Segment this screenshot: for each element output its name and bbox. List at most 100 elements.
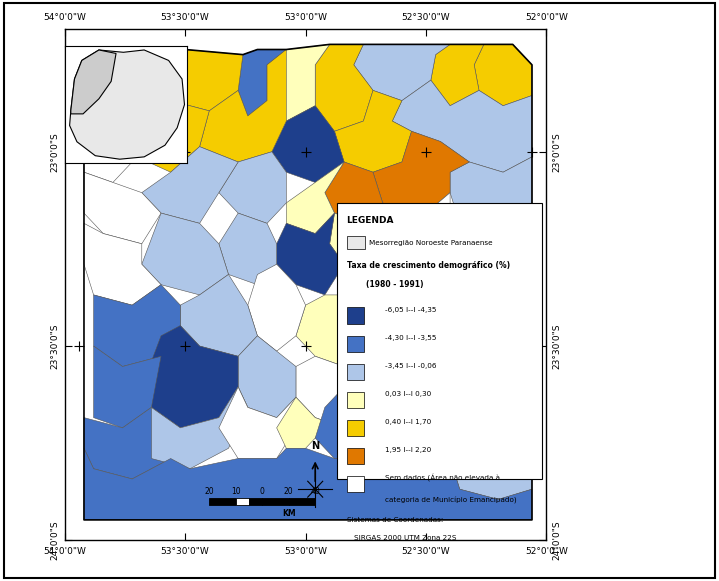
Polygon shape: [315, 44, 373, 131]
Polygon shape: [277, 213, 344, 295]
Polygon shape: [441, 223, 532, 295]
Polygon shape: [142, 213, 229, 295]
Text: KM: KM: [282, 508, 296, 518]
Polygon shape: [152, 387, 248, 469]
Polygon shape: [70, 50, 185, 159]
Polygon shape: [344, 346, 411, 418]
Polygon shape: [393, 336, 459, 407]
Text: 1,95 I--I 2,20: 1,95 I--I 2,20: [385, 447, 431, 453]
Polygon shape: [219, 213, 277, 285]
Polygon shape: [84, 223, 161, 305]
Text: 53°30'0"W: 53°30'0"W: [161, 13, 209, 22]
Text: 53°30'0"W: 53°30'0"W: [161, 547, 209, 556]
Polygon shape: [286, 162, 344, 234]
Polygon shape: [70, 50, 116, 114]
Polygon shape: [329, 203, 402, 274]
Text: categoria de Município Emancipado): categoria de Município Emancipado): [385, 497, 517, 504]
Polygon shape: [84, 449, 532, 520]
Text: 20: 20: [204, 487, 214, 496]
Polygon shape: [277, 387, 344, 449]
Text: N: N: [311, 441, 319, 451]
Text: Sem dados (Área não elevada à: Sem dados (Área não elevada à: [385, 474, 500, 482]
Text: 53°0'0"W: 53°0'0"W: [284, 13, 327, 22]
Text: 52°0'0"W: 52°0'0"W: [525, 13, 568, 22]
Bar: [249, 498, 262, 504]
Text: 54°0'0"W: 54°0'0"W: [43, 547, 86, 556]
Text: 0,40 I--I 1,70: 0,40 I--I 1,70: [385, 419, 431, 425]
Text: -6,05 I--I -4,35: -6,05 I--I -4,35: [385, 307, 436, 313]
Text: Sistemas de Coordenadas:: Sistemas de Coordenadas:: [347, 517, 443, 523]
Polygon shape: [373, 131, 470, 213]
Text: 24°0'0"S: 24°0'0"S: [50, 521, 59, 560]
Text: 0,03 I--I 0,30: 0,03 I--I 0,30: [385, 391, 431, 397]
Polygon shape: [132, 101, 209, 172]
Text: Taxa de crescimento demográfico (%): Taxa de crescimento demográfico (%): [347, 261, 510, 270]
Polygon shape: [84, 172, 161, 244]
Bar: [347, 336, 364, 352]
Text: 10: 10: [231, 487, 241, 496]
Text: -4,30 I--I -3,55: -4,30 I--I -3,55: [385, 335, 436, 340]
Bar: [209, 498, 236, 504]
Text: 24°0'0"S: 24°0'0"S: [552, 521, 562, 560]
Bar: [347, 448, 364, 464]
Polygon shape: [450, 428, 532, 500]
Bar: [347, 392, 364, 408]
Bar: [347, 307, 364, 324]
Polygon shape: [219, 387, 296, 458]
Polygon shape: [93, 346, 161, 428]
Polygon shape: [166, 49, 243, 111]
Text: 20: 20: [284, 487, 293, 496]
Polygon shape: [93, 285, 180, 367]
Text: 0: 0: [260, 487, 265, 496]
Text: 23°0'0"S: 23°0'0"S: [50, 132, 59, 171]
Bar: [347, 236, 365, 249]
Text: -3,45 I--I -0,06: -3,45 I--I -0,06: [385, 363, 436, 369]
Polygon shape: [84, 407, 180, 479]
Text: 23°30'0"S: 23°30'0"S: [50, 323, 59, 369]
Polygon shape: [325, 162, 383, 223]
Polygon shape: [383, 193, 470, 295]
Text: 54°0'0"W: 54°0'0"W: [43, 13, 86, 22]
Polygon shape: [475, 44, 532, 106]
Polygon shape: [450, 285, 532, 367]
Text: 53°0'0"W: 53°0'0"W: [284, 547, 327, 556]
Polygon shape: [393, 254, 470, 346]
Polygon shape: [393, 80, 532, 172]
Polygon shape: [152, 325, 238, 428]
Text: Mesorregião Noroeste Paranaense: Mesorregião Noroeste Paranaense: [369, 239, 493, 246]
Polygon shape: [248, 264, 306, 351]
Bar: [236, 498, 249, 504]
Polygon shape: [334, 91, 411, 172]
Polygon shape: [296, 356, 363, 428]
Text: 52°30'0"W: 52°30'0"W: [402, 13, 450, 22]
Polygon shape: [354, 44, 450, 101]
Polygon shape: [272, 106, 344, 182]
Text: (1980 - 1991): (1980 - 1991): [366, 280, 423, 289]
Polygon shape: [219, 152, 286, 223]
Text: SIRGAS 2000 UTM Zona 22S: SIRGAS 2000 UTM Zona 22S: [354, 535, 457, 541]
Polygon shape: [238, 336, 296, 418]
Text: 23°0'0"S: 23°0'0"S: [552, 132, 562, 171]
Polygon shape: [459, 356, 532, 438]
Text: 40: 40: [311, 487, 320, 496]
Bar: [289, 498, 315, 504]
Polygon shape: [296, 295, 363, 367]
Bar: [262, 498, 289, 504]
Polygon shape: [344, 259, 411, 356]
Polygon shape: [180, 274, 257, 356]
Bar: [347, 364, 364, 380]
FancyBboxPatch shape: [337, 203, 541, 479]
Polygon shape: [142, 146, 238, 223]
Text: 52°30'0"W: 52°30'0"W: [402, 547, 450, 556]
Bar: [347, 420, 364, 436]
Polygon shape: [373, 397, 470, 479]
Polygon shape: [238, 49, 286, 116]
Text: 23°30'0"S: 23°30'0"S: [552, 323, 562, 369]
Polygon shape: [450, 157, 532, 234]
Text: 52°0'0"W: 52°0'0"W: [525, 547, 568, 556]
Polygon shape: [200, 49, 286, 162]
Bar: [347, 476, 364, 492]
Polygon shape: [315, 387, 411, 458]
Polygon shape: [267, 44, 329, 121]
Polygon shape: [431, 44, 484, 106]
